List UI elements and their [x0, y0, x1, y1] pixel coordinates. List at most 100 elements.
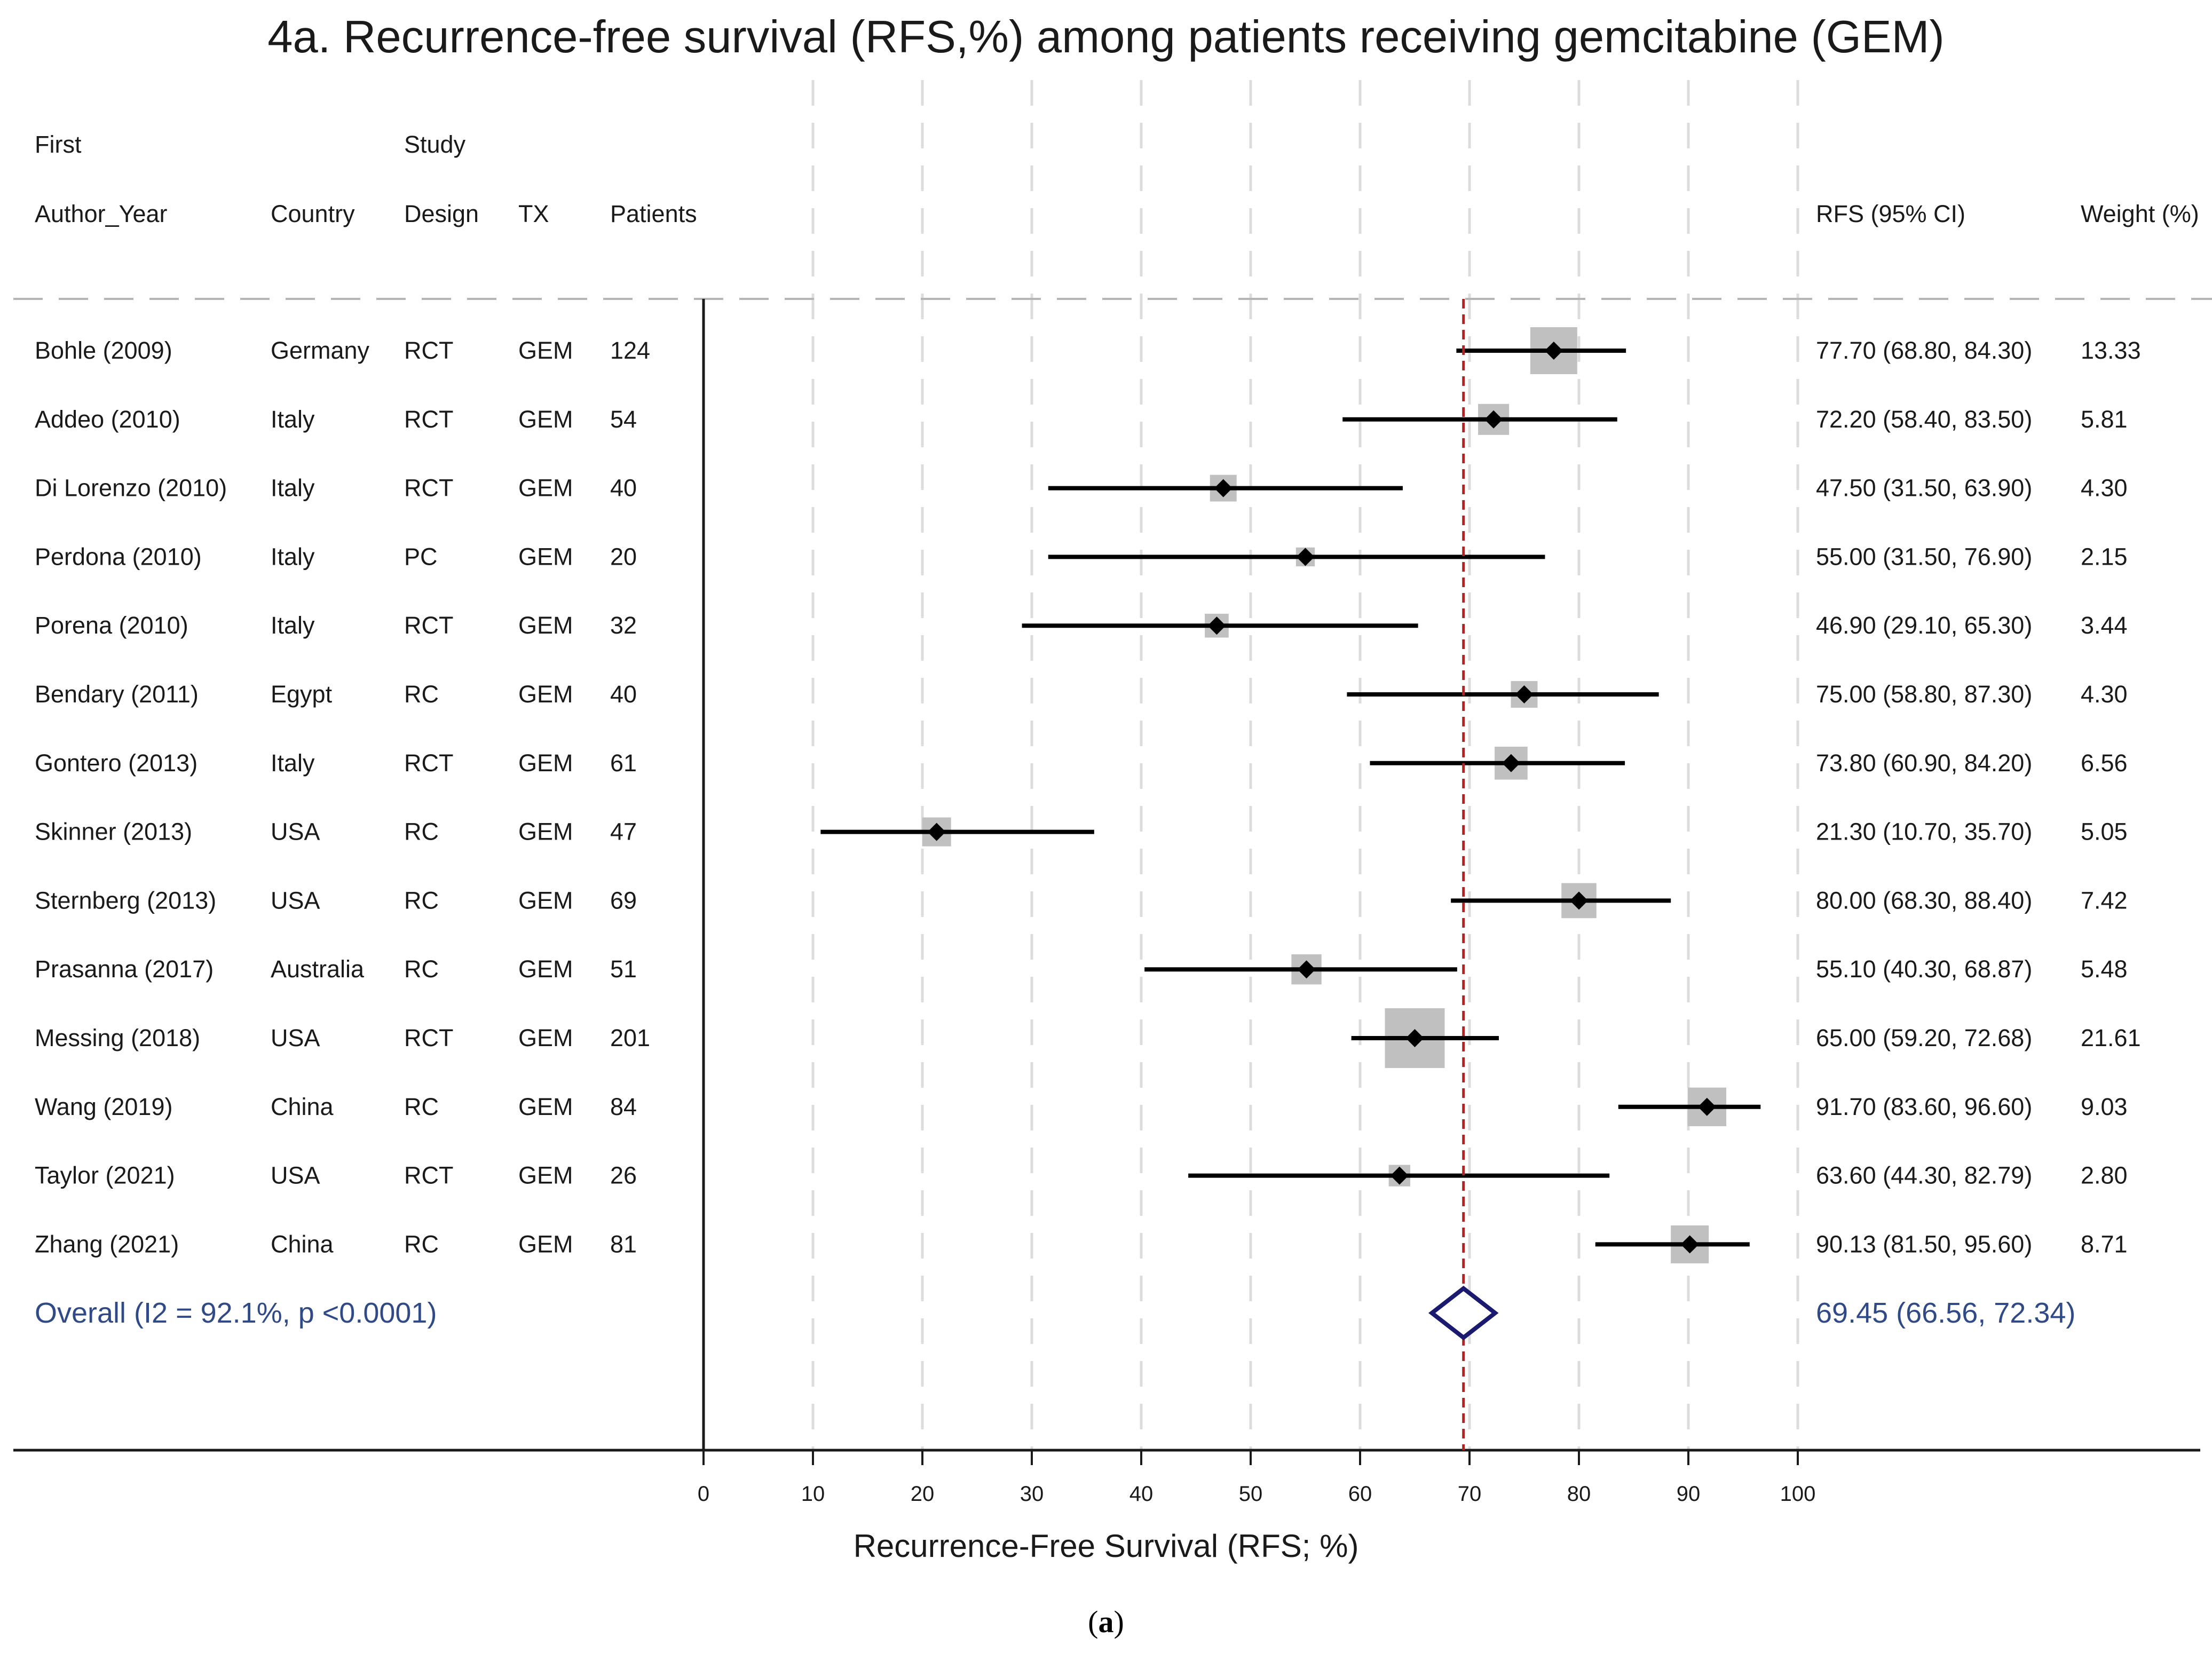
study-ci-text: 47.50 (31.50, 63.90) [1816, 474, 2032, 502]
study-country: Italy [271, 406, 315, 433]
study-row: Bendary (2011) Egypt RC GEM 40 75.00 (58.80, … [35, 681, 2128, 708]
study-rows: Bohle (2009) Germany RCT GEM 124 77.70 (68.80… [35, 337, 2141, 1257]
study-country: USA [271, 818, 320, 845]
study-row: Porena (2010) Italy RCT GEM 32 46.90 (29.10, … [35, 612, 2128, 639]
study-country: USA [271, 887, 320, 914]
study-patients: 40 [610, 681, 637, 708]
study-marks [1451, 883, 1671, 919]
study-design: RCT [404, 337, 453, 364]
overall-ci: 69.45 (66.56, 72.34) [1816, 1297, 2075, 1329]
study-country: Australia [271, 955, 365, 983]
point-estimate [1207, 616, 1226, 635]
study-marks [1351, 1008, 1499, 1068]
study-design: PC [404, 543, 438, 570]
header-weight: Weight (%) [2081, 200, 2199, 227]
x-tick-label-0: 0 [698, 1482, 709, 1506]
study-tx: GEM [518, 749, 573, 777]
study-design: RC [404, 887, 439, 914]
study-author: Sternberg (2013) [35, 887, 216, 914]
study-author: Di Lorenzo (2010) [35, 474, 227, 502]
overall-label: Overall (I2 = 92.1%, p <0.0001) [35, 1297, 437, 1329]
study-marks [1144, 954, 1457, 985]
study-country: Italy [271, 474, 315, 502]
study-weight: 4.30 [2081, 681, 2128, 708]
point-estimate [1570, 891, 1588, 910]
study-patients: 81 [610, 1230, 637, 1257]
point-estimate [1502, 754, 1520, 772]
study-patients: 124 [610, 337, 650, 364]
study-patients: 26 [610, 1162, 637, 1189]
study-weight: 13.33 [2081, 337, 2141, 364]
study-patients: 84 [610, 1093, 637, 1120]
study-ci-text: 90.13 (81.50, 95.60) [1816, 1230, 2032, 1257]
study-tx: GEM [518, 818, 573, 845]
study-marks [1048, 474, 1403, 502]
study-patients: 69 [610, 887, 637, 914]
header-patients: Patients [610, 200, 697, 227]
study-ci-text: 75.00 (58.80, 87.30) [1816, 681, 2032, 708]
study-country: Germany [271, 337, 370, 364]
study-author: Prasanna (2017) [35, 955, 214, 983]
study-design: RCT [404, 406, 453, 433]
point-estimate [1680, 1235, 1699, 1254]
study-ci-text: 65.00 (59.20, 72.68) [1816, 1024, 2032, 1051]
study-row: Wang (2019) China RC GEM 84 91.70 (83.60, 96.… [35, 1093, 2128, 1120]
study-tx: GEM [518, 955, 573, 983]
study-country: Italy [271, 543, 315, 570]
study-country: China [271, 1093, 334, 1120]
x-tick-label-10: 10 [801, 1482, 825, 1506]
x-axis-ticks: 0 10 20 30 40 50 60 70 80 90 100 [698, 1450, 1815, 1506]
study-row: Addeo (2010) Italy RCT GEM 54 72.20 (58.40, 8… [35, 406, 2128, 433]
x-tick-label-90: 90 [1677, 1482, 1701, 1506]
study-row: Messing (2018) USA RCT GEM 201 65.00 (59.20, … [35, 1024, 2141, 1051]
study-tx: GEM [518, 543, 573, 570]
study-row: Di Lorenzo (2010) Italy RCT GEM 40 47.50 (31.… [35, 474, 2128, 502]
study-design: RC [404, 1230, 439, 1257]
plot-marks [820, 327, 1761, 1263]
header-design-line1: Study [404, 131, 466, 158]
study-author: Wang (2019) [35, 1093, 172, 1120]
study-weight: 6.56 [2081, 749, 2128, 777]
study-author: Addeo (2010) [35, 406, 180, 433]
study-ci-text: 46.90 (29.10, 65.30) [1816, 612, 2032, 639]
study-weight: 5.48 [2081, 955, 2128, 983]
study-marks [1456, 327, 1626, 374]
study-tx: GEM [518, 406, 573, 433]
x-tick-label-30: 30 [1020, 1482, 1044, 1506]
study-marks [1595, 1225, 1750, 1263]
x-tick-label-20: 20 [911, 1482, 935, 1506]
study-author: Bendary (2011) [35, 681, 199, 708]
study-weight: 21.61 [2081, 1024, 2141, 1051]
study-country: Egypt [271, 681, 333, 708]
x-tick-label-40: 40 [1129, 1482, 1154, 1506]
study-ci-text: 63.60 (44.30, 82.79) [1816, 1162, 2032, 1189]
study-row: Prasanna (2017) Australia RC GEM 51 55.10 (40… [35, 955, 2128, 983]
study-ci-text: 55.00 (31.50, 76.90) [1816, 543, 2032, 570]
study-patients: 61 [610, 749, 637, 777]
study-design: RC [404, 1093, 439, 1120]
study-tx: GEM [518, 887, 573, 914]
study-design: RCT [404, 1024, 453, 1051]
study-row: Skinner (2013) USA RC GEM 47 21.30 (10.70, 35… [35, 818, 2128, 845]
study-country: Italy [271, 612, 315, 639]
study-author: Skinner (2013) [35, 818, 192, 845]
study-patients: 40 [610, 474, 637, 502]
study-patients: 51 [610, 955, 637, 983]
point-estimate [927, 822, 946, 841]
overall-diamond [1428, 1285, 1499, 1341]
study-row: Gontero (2013) Italy RCT GEM 61 73.80 (60.90,… [35, 749, 2128, 777]
study-design: RCT [404, 749, 453, 777]
study-patients: 47 [610, 818, 637, 845]
study-author: Messing (2018) [35, 1024, 200, 1051]
study-ci-text: 73.80 (60.90, 84.20) [1816, 749, 2032, 777]
study-marks [1618, 1087, 1761, 1126]
point-estimate [1515, 685, 1534, 703]
caption-open: ( [1088, 1604, 1098, 1639]
point-estimate [1697, 1097, 1716, 1116]
study-country: USA [271, 1024, 320, 1051]
study-author: Taylor (2021) [35, 1162, 175, 1189]
chart-title: 4a. Recurrence-free survival (RFS,%) amo… [267, 12, 1944, 62]
study-tx: GEM [518, 1093, 573, 1120]
overall-row: Overall (I2 = 92.1%, p <0.0001) 69.45 (6… [35, 1285, 2075, 1341]
